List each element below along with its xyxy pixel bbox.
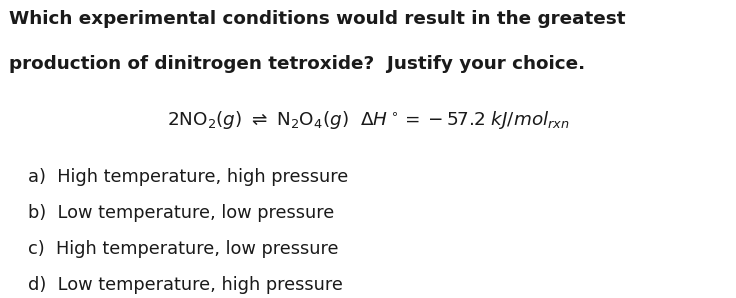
Text: b)  Low temperature, low pressure: b) Low temperature, low pressure	[28, 204, 334, 222]
Text: production of dinitrogen tetroxide?  Justify your choice.: production of dinitrogen tetroxide? Just…	[9, 55, 585, 73]
Text: $2\mathrm{NO}_2(g)\ \rightleftharpoons\ \mathrm{N}_2\mathrm{O}_4(g)$$\ \ \Delta : $2\mathrm{NO}_2(g)\ \rightleftharpoons\ …	[167, 109, 569, 131]
Text: d)  Low temperature, high pressure: d) Low temperature, high pressure	[28, 276, 343, 294]
Text: a)  High temperature, high pressure: a) High temperature, high pressure	[28, 168, 348, 186]
Text: c)  High temperature, low pressure: c) High temperature, low pressure	[28, 240, 339, 258]
Text: Which experimental conditions would result in the greatest: Which experimental conditions would resu…	[9, 10, 626, 28]
